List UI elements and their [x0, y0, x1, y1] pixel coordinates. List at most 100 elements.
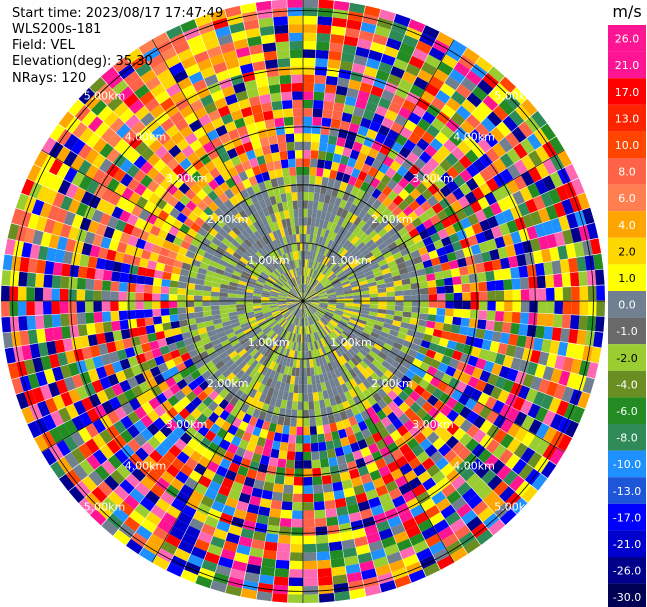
velocity-gate — [303, 401, 309, 411]
velocity-gate — [312, 314, 318, 323]
velocity-gate — [353, 375, 363, 386]
velocity-gate — [513, 346, 525, 360]
colorbar-swatch — [608, 51, 646, 79]
velocity-gate — [320, 125, 331, 136]
velocity-gate — [240, 273, 250, 280]
velocity-gate — [459, 352, 471, 364]
velocity-gate — [493, 173, 507, 188]
velocity-gate — [236, 290, 245, 295]
velocity-gate — [225, 532, 240, 545]
velocity-gate — [504, 290, 513, 301]
velocity-gate — [159, 412, 173, 425]
velocity-gate — [4, 347, 16, 364]
velocity-gate — [392, 274, 402, 282]
velocity-gate — [318, 307, 326, 313]
velocity-gate — [228, 335, 238, 343]
velocity-gate — [315, 49, 329, 59]
velocity-gate — [314, 312, 322, 319]
velocity-gate — [113, 138, 129, 154]
velocity-gate — [78, 87, 95, 105]
velocity-gate — [366, 255, 376, 264]
velocity-gate — [386, 37, 402, 51]
velocity-gate — [389, 559, 406, 573]
velocity-gate — [427, 183, 440, 196]
velocity-gate — [219, 288, 229, 294]
velocity-gate — [227, 101, 241, 113]
velocity-gate — [255, 240, 264, 249]
velocity-gate — [135, 447, 149, 462]
velocity-gate — [223, 540, 238, 553]
velocity-gate — [294, 376, 299, 385]
velocity-gate — [362, 379, 372, 390]
velocity-gate — [311, 251, 316, 261]
velocity-gate — [377, 308, 387, 314]
velocity-gate — [398, 146, 412, 159]
velocity-gate — [388, 101, 402, 114]
velocity-gate — [433, 424, 447, 438]
velocity-gate — [274, 281, 283, 288]
velocity-gate — [318, 576, 333, 586]
velocity-gate — [410, 312, 420, 320]
velocity-gate — [297, 393, 303, 402]
velocity-gate — [127, 149, 141, 164]
velocity-gate — [538, 351, 550, 366]
velocity-gate — [213, 394, 224, 406]
velocity-gate — [178, 419, 191, 432]
velocity-gate — [317, 391, 324, 401]
velocity-gate — [79, 459, 95, 476]
velocity-gate — [334, 338, 343, 347]
velocity-gate — [197, 365, 208, 375]
velocity-gate — [300, 250, 303, 260]
velocity-gate — [160, 470, 175, 485]
velocity-gate — [505, 344, 517, 357]
velocity-gate — [303, 502, 314, 511]
velocity-gate — [292, 287, 299, 295]
velocity-gate — [440, 236, 452, 247]
velocity-gate — [456, 105, 471, 120]
colorbar-tick-label: 1.0 — [618, 272, 636, 285]
velocity-gate — [441, 104, 456, 119]
velocity-gate — [403, 419, 416, 432]
velocity-gate — [281, 374, 288, 384]
velocity-gate — [376, 283, 386, 289]
velocity-gate — [276, 363, 283, 373]
velocity-gate — [342, 44, 357, 55]
velocity-gate — [387, 515, 402, 528]
velocity-gate — [540, 460, 557, 478]
velocity-gate — [220, 41, 236, 54]
velocity-gate — [267, 75, 280, 86]
velocity-gate — [267, 319, 276, 326]
velocity-gate — [305, 309, 309, 318]
velocity-gate — [437, 228, 449, 240]
velocity-gate — [304, 309, 307, 318]
velocity-gate — [392, 385, 403, 396]
velocity-gate — [308, 392, 314, 402]
velocity-gate — [373, 342, 383, 352]
velocity-gate — [436, 345, 447, 355]
velocity-gate — [347, 274, 357, 281]
velocity-gate — [180, 352, 191, 362]
velocity-gate — [103, 386, 117, 400]
velocity-gate — [218, 351, 229, 361]
velocity-gate — [185, 391, 197, 402]
velocity-gate — [111, 383, 124, 397]
velocity-gate — [390, 216, 401, 227]
velocity-gate — [544, 274, 555, 288]
velocity-gate — [389, 160, 402, 172]
velocity-gate — [168, 294, 178, 301]
velocity-gate — [285, 312, 292, 320]
velocity-gate — [342, 283, 351, 288]
velocity-gate — [301, 267, 303, 276]
velocity-gate — [134, 141, 149, 156]
velocity-gate — [300, 309, 303, 318]
velocity-gate — [374, 237, 385, 247]
velocity-gate — [347, 233, 356, 243]
velocity-gate — [294, 460, 303, 469]
velocity-gate — [236, 500, 249, 512]
velocity-gate — [284, 244, 290, 254]
velocity-gate — [497, 342, 509, 355]
colorbar-tick-label: -13.0 — [613, 485, 641, 498]
velocity-gate — [437, 61, 454, 76]
velocity-gate — [275, 168, 284, 178]
velocity-gate — [234, 473, 246, 485]
